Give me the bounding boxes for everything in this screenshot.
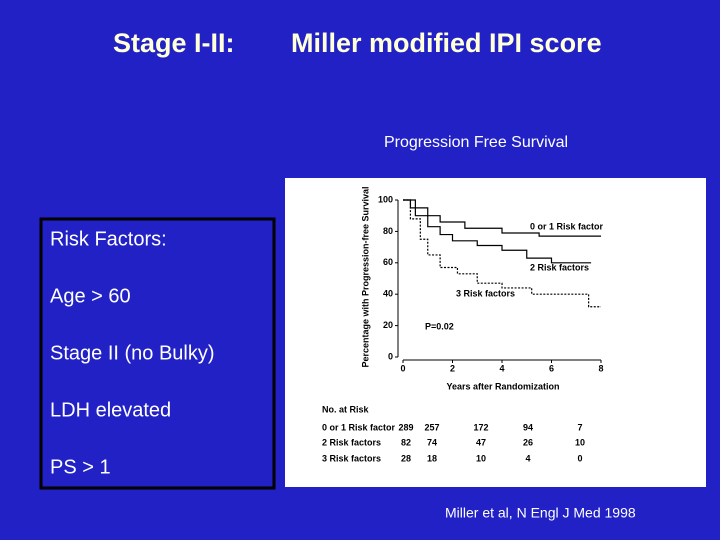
risk-count: 82 [401, 437, 411, 447]
risk-count: 47 [476, 437, 486, 447]
x-tick-label: 2 [450, 363, 455, 373]
x-tick-label: 6 [549, 363, 554, 373]
survival-curve [403, 199, 592, 264]
risk-row-label: 3 Risk factors [322, 453, 381, 463]
x-tick-label: 0 [400, 363, 405, 373]
risk-count: 74 [427, 437, 437, 447]
risk-count: 26 [523, 437, 533, 447]
risk-count: 0 [577, 453, 582, 463]
x-tick-label: 8 [598, 363, 603, 373]
curve-label: 3 Risk factors [456, 288, 515, 298]
survival-curve [403, 199, 601, 237]
curve-label: 2 Risk factors [530, 262, 589, 272]
risk-item: LDH elevated [50, 399, 171, 421]
citation: Miller et al, N Engl J Med 1998 [445, 505, 636, 521]
y-axis-title: Percentage with Progression-free Surviva… [360, 186, 370, 367]
y-tick-label: 100 [378, 194, 393, 204]
risk-count: 289 [398, 422, 413, 432]
risk-count: 18 [427, 453, 437, 463]
risk-heading: Risk Factors: [50, 228, 167, 250]
title-left: Stage I-II: [113, 28, 235, 58]
survival-curve [403, 199, 601, 308]
risk-count: 28 [401, 453, 411, 463]
risk-item: PS > 1 [50, 456, 111, 478]
x-axis-title: Years after Randomization [446, 381, 559, 391]
risk-row-label: 0 or 1 Risk factor [322, 422, 396, 432]
risk-box [39, 217, 276, 490]
curve-label: 0 or 1 Risk factor [530, 221, 604, 231]
y-tick-label: 40 [383, 289, 393, 299]
risk-count: 94 [523, 422, 533, 432]
x-tick-label: 4 [499, 363, 504, 373]
y-tick-label: 80 [383, 226, 393, 236]
y-tick-label: 0 [388, 351, 393, 361]
risk-count: 172 [473, 422, 488, 432]
y-tick-label: 20 [383, 320, 393, 330]
risk-item: Age > 60 [50, 285, 131, 307]
p-value: P=0.02 [425, 321, 454, 331]
risk-count: 10 [476, 453, 486, 463]
figure-panel [285, 178, 706, 487]
risk-item: Stage II (no Bulky) [50, 342, 215, 364]
y-tick-label: 60 [383, 257, 393, 267]
risk-row-label: 2 Risk factors [322, 437, 381, 447]
title-right: Miller modified IPI score [291, 28, 602, 58]
risk-count: 7 [577, 422, 582, 432]
risk-count: 4 [525, 453, 530, 463]
risk-table-title: No. at Risk [322, 404, 370, 414]
risk-count: 257 [424, 422, 439, 432]
subtitle: Progression Free Survival [384, 134, 568, 151]
risk-count: 10 [575, 437, 585, 447]
